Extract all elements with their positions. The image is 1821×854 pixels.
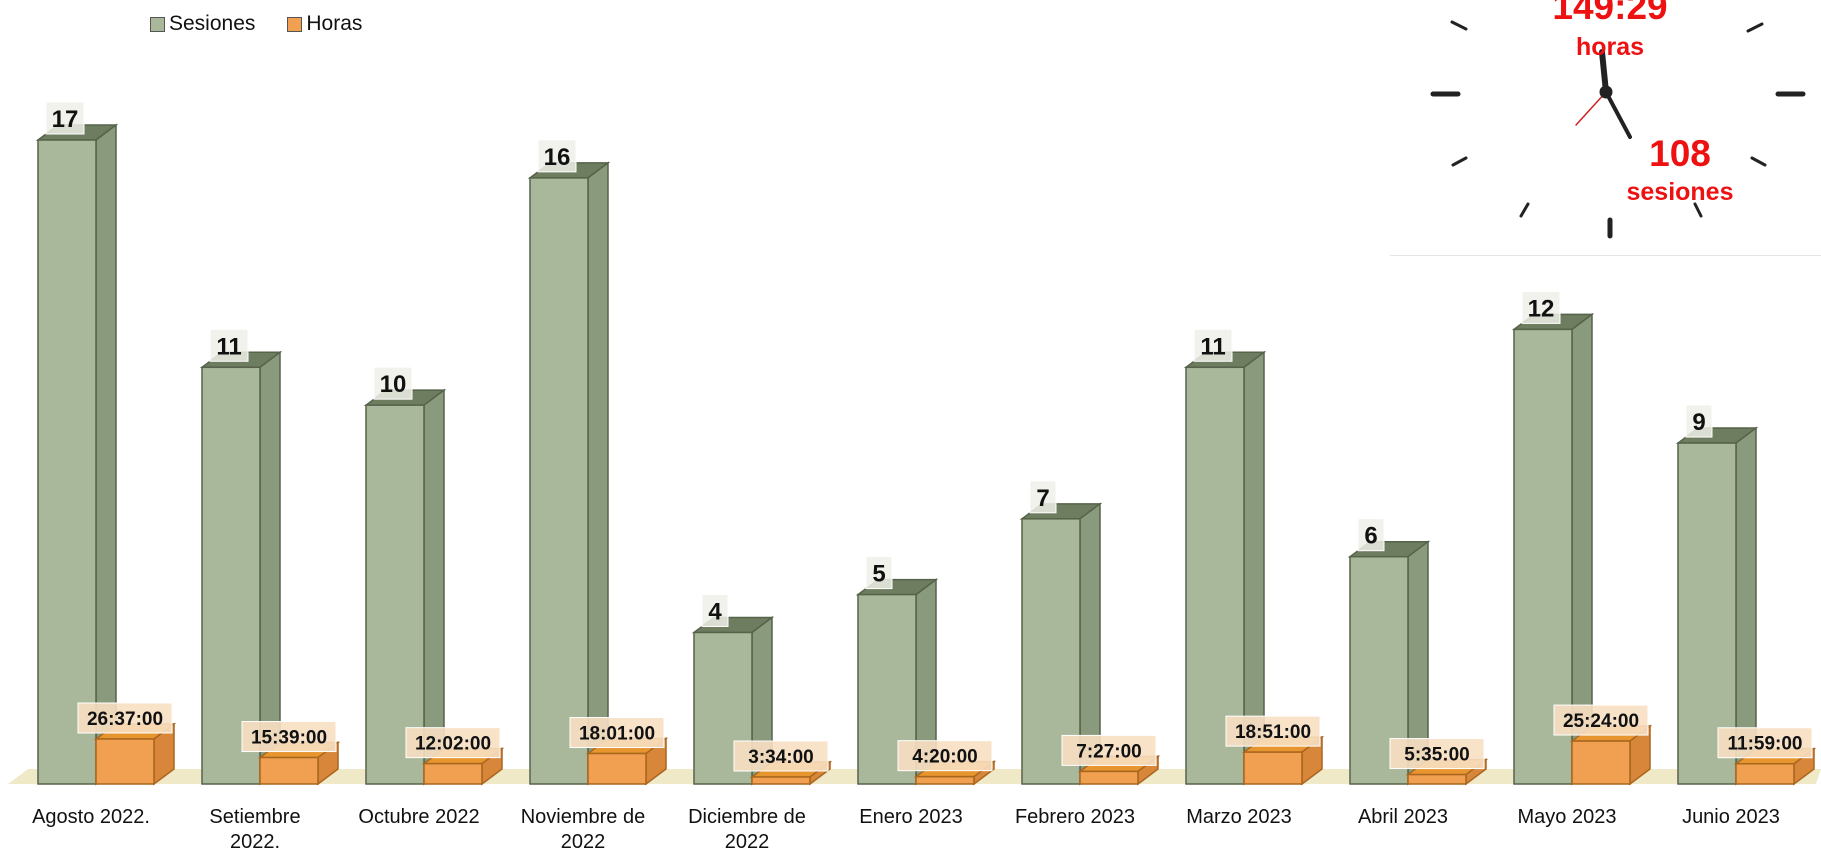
sessions-value-label: 17 — [52, 106, 79, 133]
category-label: Setiembre — [209, 806, 300, 828]
sessions-value-label: 7 — [1036, 485, 1049, 512]
sessions-bar-front — [365, 404, 425, 785]
legend: Sesiones Horas — [150, 12, 362, 36]
hours-bar-front — [1571, 740, 1631, 785]
total-sessions-label: sesiones — [1626, 178, 1734, 206]
hours-bar-front — [259, 756, 319, 785]
hours-bar-front — [587, 752, 647, 785]
hours-bar-front — [751, 776, 811, 785]
total-sessions-value: 108 — [1649, 133, 1711, 174]
sessions-value-label: 12 — [1528, 295, 1555, 322]
hours-value-label: 18:51:00 — [1235, 722, 1311, 743]
sessions-value-label: 11 — [216, 333, 241, 360]
sessions-bar-front — [201, 366, 261, 785]
sessions-bar-front — [1677, 442, 1737, 785]
sessions-value-label-bg — [1685, 404, 1713, 438]
category-label: Marzo 2023 — [1186, 806, 1292, 828]
legend-sessions-label: Sesiones — [169, 12, 256, 35]
hours-value-label-bg — [1389, 738, 1485, 770]
sessions-bar-side — [259, 350, 281, 786]
hours-value-label-bg — [77, 702, 173, 734]
category-label: Agosto 2022. — [32, 806, 150, 828]
hours-value-label-bg — [1717, 727, 1813, 759]
total-hours-label: horas — [1575, 33, 1645, 61]
sessions-value-label: 9 — [1692, 409, 1705, 436]
legend-item-hours: Horas — [287, 12, 362, 36]
legend-hours-label: Horas — [306, 12, 363, 35]
sessions-value-label-bg — [701, 593, 729, 627]
clock-panel: 149:29 horas 108 sesiones — [1390, 0, 1821, 256]
category-label: 2022 — [561, 831, 606, 853]
category-label: Noviembre de — [521, 806, 646, 828]
hours-bar-front — [1735, 762, 1795, 785]
hours-value-label: 3:34:00 — [748, 747, 814, 768]
sessions-bar-side — [423, 388, 445, 786]
hours-value-label: 25:24:00 — [1563, 711, 1639, 732]
clock-face-icon — [1430, 20, 1806, 239]
sessions-value-label-bg — [1029, 480, 1057, 514]
hours-bar-front — [1407, 773, 1467, 785]
category-label: Octubre 2022 — [358, 806, 479, 828]
hours-bar-front — [423, 762, 483, 785]
sessions-swatch — [150, 16, 165, 32]
sessions-value-label-bg — [537, 139, 577, 173]
hours-value-label: 26:37:00 — [87, 709, 163, 730]
category-label: Junio 2023 — [1682, 806, 1780, 828]
hours-bar-front — [95, 738, 155, 785]
legend-item-sessions: Sesiones — [150, 12, 255, 36]
sessions-bar-front — [529, 177, 589, 785]
sessions-bar-front — [37, 139, 97, 785]
category-label: 2022. — [230, 831, 280, 853]
hours-value-label-bg — [1061, 734, 1157, 766]
sessions-value-label-bg — [1357, 518, 1385, 552]
sessions-bar-front — [1185, 366, 1245, 785]
sessions-value-label: 4 — [708, 598, 722, 625]
hours-swatch — [287, 16, 303, 32]
hours-value-label: 11:59:00 — [1727, 734, 1802, 755]
hours-value-label: 18:01:00 — [579, 724, 655, 745]
hours-bar-front — [1243, 751, 1303, 785]
category-label: 2022 — [725, 831, 770, 853]
hours-value-label: 5:35:00 — [1404, 745, 1470, 766]
category-label: Diciembre de — [688, 806, 806, 828]
hours-value-label-bg — [1553, 704, 1649, 736]
sessions-value-label-bg — [45, 101, 85, 135]
sessions-value-label: 6 — [1364, 523, 1377, 550]
sessions-value-label: 16 — [544, 144, 571, 171]
category-label: Febrero 2023 — [1015, 806, 1135, 828]
total-hours-value: 149:29 — [1552, 0, 1668, 27]
hours-bar-front — [1079, 770, 1139, 785]
sessions-value-label-bg — [865, 556, 893, 590]
hours-value-label-bg — [241, 721, 337, 753]
sessions-value-label-bg — [209, 328, 249, 362]
hours-value-label-bg — [897, 740, 993, 772]
sessions-value-label-bg — [373, 366, 413, 400]
hours-value-label: 4:20:00 — [912, 747, 978, 768]
category-label: Enero 2023 — [859, 806, 962, 828]
sessions-value-label-bg — [1521, 290, 1561, 324]
sessions-value-label: 10 — [380, 371, 407, 398]
hours-value-label: 15:39:00 — [251, 728, 327, 749]
category-label: Mayo 2023 — [1518, 806, 1617, 828]
sessions-bar-side — [95, 123, 117, 786]
sessions-bar-side — [587, 161, 609, 786]
hours-value-label-bg — [405, 727, 501, 759]
sessions-value-label-bg — [1193, 328, 1233, 362]
sessions-value-label: 11 — [1200, 333, 1225, 360]
hours-value-label-bg — [569, 717, 665, 749]
hours-value-label-bg — [733, 740, 829, 772]
hours-value-label: 7:27:00 — [1076, 741, 1142, 762]
hours-bar-front — [915, 775, 975, 785]
hours-value-label: 12:02:00 — [415, 734, 491, 755]
sessions-value-label: 5 — [872, 561, 885, 588]
category-label: Abril 2023 — [1358, 806, 1448, 828]
hours-value-label-bg — [1225, 715, 1321, 747]
